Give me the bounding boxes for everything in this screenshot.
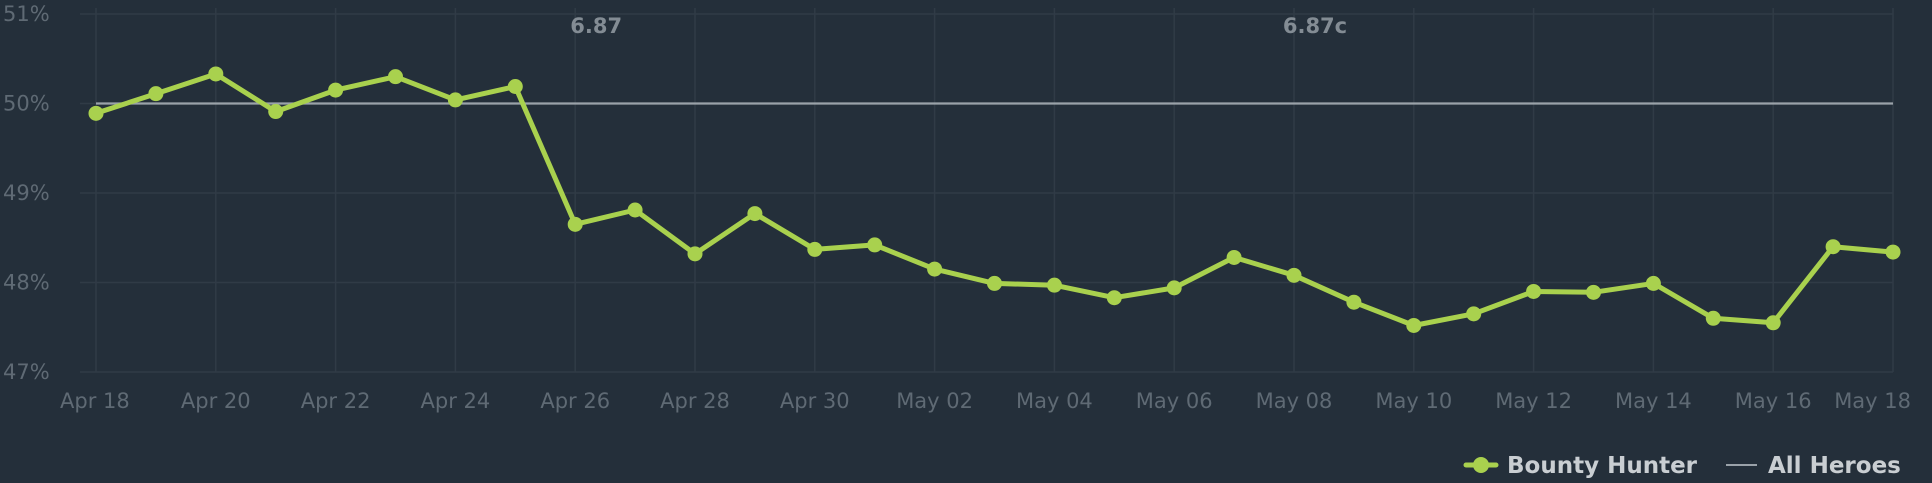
x-tick-label: Apr 20 bbox=[181, 389, 251, 413]
data-point-bounty-hunter[interactable] bbox=[1226, 249, 1242, 265]
x-tick-label: Apr 22 bbox=[301, 389, 371, 413]
data-point-bounty-hunter[interactable] bbox=[927, 261, 943, 277]
data-point-bounty-hunter[interactable] bbox=[268, 104, 284, 120]
data-point-bounty-hunter[interactable] bbox=[807, 241, 823, 257]
legend-swatch-bounty-hunter-marker bbox=[1473, 457, 1489, 473]
data-point-bounty-hunter[interactable] bbox=[747, 206, 763, 222]
data-point-bounty-hunter[interactable] bbox=[1346, 294, 1362, 310]
data-point-bounty-hunter[interactable] bbox=[1046, 277, 1062, 293]
data-point-bounty-hunter[interactable] bbox=[627, 202, 643, 218]
data-point-bounty-hunter[interactable] bbox=[507, 78, 523, 94]
y-axis-tick-labels: 51% 50% 49% 48% 47% bbox=[3, 2, 50, 384]
y-tick-label: 47% bbox=[3, 360, 50, 384]
legend: Bounty Hunter All Heroes bbox=[1463, 453, 1901, 479]
data-point-bounty-hunter[interactable] bbox=[567, 216, 583, 232]
data-point-bounty-hunter[interactable] bbox=[867, 237, 883, 253]
x-tick-label: May 16 bbox=[1735, 389, 1812, 413]
y-tick-label: 49% bbox=[3, 181, 50, 205]
x-axis-tick-labels: Apr 18 Apr 20 Apr 22 Apr 24 Apr 26 Apr 28 Apr … bbox=[60, 389, 1911, 413]
data-point-bounty-hunter[interactable] bbox=[88, 105, 104, 121]
data-point-bounty-hunter[interactable] bbox=[208, 66, 224, 82]
x-tick-label: May 02 bbox=[896, 389, 973, 413]
data-point-bounty-hunter[interactable] bbox=[1286, 267, 1302, 283]
patch-annotation-label: 6.87 bbox=[570, 14, 622, 38]
x-tick-label: Apr 26 bbox=[540, 389, 610, 413]
data-point-bounty-hunter[interactable] bbox=[328, 82, 344, 98]
data-point-bounty-hunter[interactable] bbox=[1406, 317, 1422, 333]
y-tick-label: 50% bbox=[3, 92, 50, 116]
legend-item-all-heroes[interactable]: All Heroes bbox=[1726, 453, 1901, 479]
data-point-bounty-hunter[interactable] bbox=[148, 86, 164, 102]
data-point-bounty-hunter[interactable] bbox=[687, 246, 703, 262]
x-tick-label: May 14 bbox=[1615, 389, 1692, 413]
grid-lines bbox=[80, 8, 1894, 373]
y-tick-label: 51% bbox=[3, 2, 50, 26]
x-tick-label: Apr 24 bbox=[421, 389, 491, 413]
data-point-bounty-hunter[interactable] bbox=[1586, 284, 1601, 300]
legend-item-bounty-hunter[interactable]: Bounty Hunter bbox=[1463, 453, 1698, 479]
patch-annotation-label: 6.87c bbox=[1283, 14, 1347, 38]
data-point-bounty-hunter[interactable] bbox=[1166, 280, 1182, 296]
data-point-bounty-hunter[interactable] bbox=[1705, 310, 1721, 326]
data-point-bounty-hunter[interactable] bbox=[987, 275, 1002, 291]
legend-label-all-heroes: All Heroes bbox=[1768, 453, 1901, 479]
x-tick-label: Apr 18 bbox=[60, 389, 130, 413]
x-tick-label: May 04 bbox=[1016, 389, 1093, 413]
x-tick-label: May 10 bbox=[1375, 389, 1452, 413]
data-point-bounty-hunter[interactable] bbox=[388, 69, 403, 85]
data-point-bounty-hunter[interactable] bbox=[1765, 315, 1781, 331]
series-lines bbox=[88, 66, 1901, 333]
data-point-bounty-hunter[interactable] bbox=[447, 92, 463, 108]
y-tick-label: 48% bbox=[3, 271, 50, 295]
data-point-bounty-hunter[interactable] bbox=[1645, 275, 1661, 291]
x-tick-label: Apr 28 bbox=[660, 389, 730, 413]
legend-label-bounty-hunter: Bounty Hunter bbox=[1507, 453, 1698, 479]
data-point-bounty-hunter[interactable] bbox=[1825, 239, 1841, 255]
x-tick-label: May 06 bbox=[1136, 389, 1213, 413]
x-tick-label: May 12 bbox=[1495, 389, 1572, 413]
data-point-bounty-hunter[interactable] bbox=[1466, 306, 1482, 322]
x-tick-label: May 18 bbox=[1834, 389, 1911, 413]
data-point-bounty-hunter[interactable] bbox=[1526, 283, 1542, 299]
data-point-bounty-hunter[interactable] bbox=[1885, 244, 1901, 260]
patch-annotations: 6.87 6.87c bbox=[570, 14, 1347, 38]
x-tick-label: Apr 30 bbox=[780, 389, 850, 413]
x-tick-label: May 08 bbox=[1256, 389, 1333, 413]
data-point-bounty-hunter[interactable] bbox=[1106, 290, 1122, 306]
